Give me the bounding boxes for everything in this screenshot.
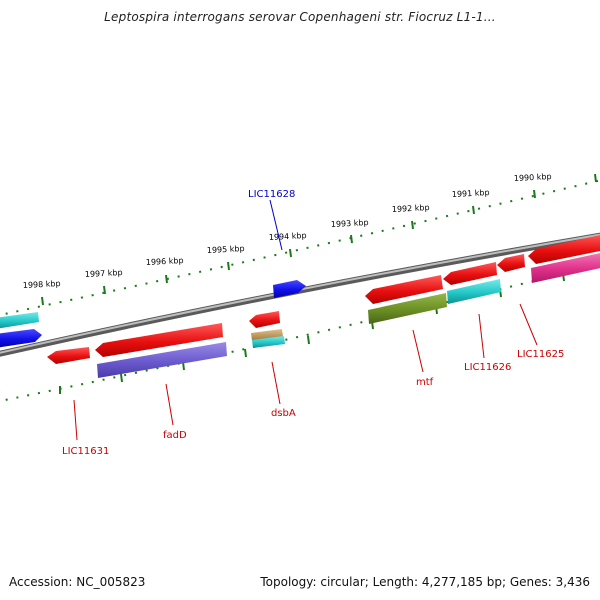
gene-label-fadD[interactable]: fadD bbox=[163, 430, 187, 441]
scale-label-1995: 1995 kbp bbox=[207, 244, 245, 255]
gene-feature-fadD[interactable] bbox=[95, 323, 223, 357]
gene-feature[interactable] bbox=[252, 336, 285, 348]
accession-label: Accession: NC_005823 bbox=[9, 575, 146, 589]
gene-feature-LIC11631[interactable] bbox=[47, 347, 90, 364]
gene-feature-LIC11626[interactable] bbox=[443, 262, 497, 285]
outer-major-ticks bbox=[41, 173, 597, 306]
forward-strand-features bbox=[0, 280, 306, 348]
gene-feature[interactable] bbox=[97, 342, 227, 378]
gene-label-LIC11626[interactable]: LIC11626 bbox=[464, 362, 511, 373]
scale-label-1997: 1997 kbp bbox=[85, 268, 123, 279]
gene-feature[interactable] bbox=[0, 312, 39, 329]
scale-label-1993: 1993 kbp bbox=[331, 218, 369, 229]
gene-label-dsbA[interactable]: dsbA bbox=[271, 408, 296, 419]
gene-label-LIC11628[interactable]: LIC11628 bbox=[248, 189, 295, 200]
scale-labels: 1998 kbp 1997 kbp 1996 kbp 1995 kbp 1994… bbox=[23, 172, 552, 290]
gene-feature-dsbA[interactable] bbox=[249, 311, 280, 328]
reverse-strand-features bbox=[47, 234, 600, 378]
gene-feature[interactable] bbox=[528, 234, 600, 264]
scale-label-1991: 1991 kbp bbox=[452, 188, 490, 199]
gene-label-mtf[interactable]: mtf bbox=[416, 377, 434, 388]
gene-label-LIC11631[interactable]: LIC11631 bbox=[62, 446, 109, 457]
label-leaders bbox=[73, 199, 538, 441]
gene-feature[interactable] bbox=[0, 329, 42, 348]
chromosome-backbone bbox=[0, 232, 600, 357]
map-title: Leptospira interrogans serovar Copenhage… bbox=[104, 10, 496, 24]
gene-labels: LIC11628 LIC11631 fadD dsbA mtf LIC11626… bbox=[62, 189, 564, 457]
gene-feature[interactable] bbox=[368, 293, 447, 324]
gene-feature[interactable] bbox=[531, 252, 600, 283]
gene-feature-LIC11625[interactable] bbox=[497, 254, 525, 272]
gene-feature[interactable] bbox=[447, 279, 501, 304]
scale-label-1990: 1990 kbp bbox=[514, 172, 552, 183]
scale-label-1998: 1998 kbp bbox=[23, 279, 61, 290]
gene-feature-LIC11628[interactable] bbox=[273, 280, 306, 298]
outer-scale-track bbox=[0, 179, 600, 316]
scale-label-1992: 1992 kbp bbox=[392, 203, 430, 214]
gene-feature-mtf[interactable] bbox=[365, 275, 443, 304]
scale-label-1996: 1996 kbp bbox=[146, 256, 184, 267]
topology-label: Topology: circular; Length: 4,277,185 bp… bbox=[260, 575, 590, 589]
gene-label-LIC11625[interactable]: LIC11625 bbox=[517, 349, 564, 360]
scale-label-1994: 1994 kbp bbox=[269, 231, 307, 242]
